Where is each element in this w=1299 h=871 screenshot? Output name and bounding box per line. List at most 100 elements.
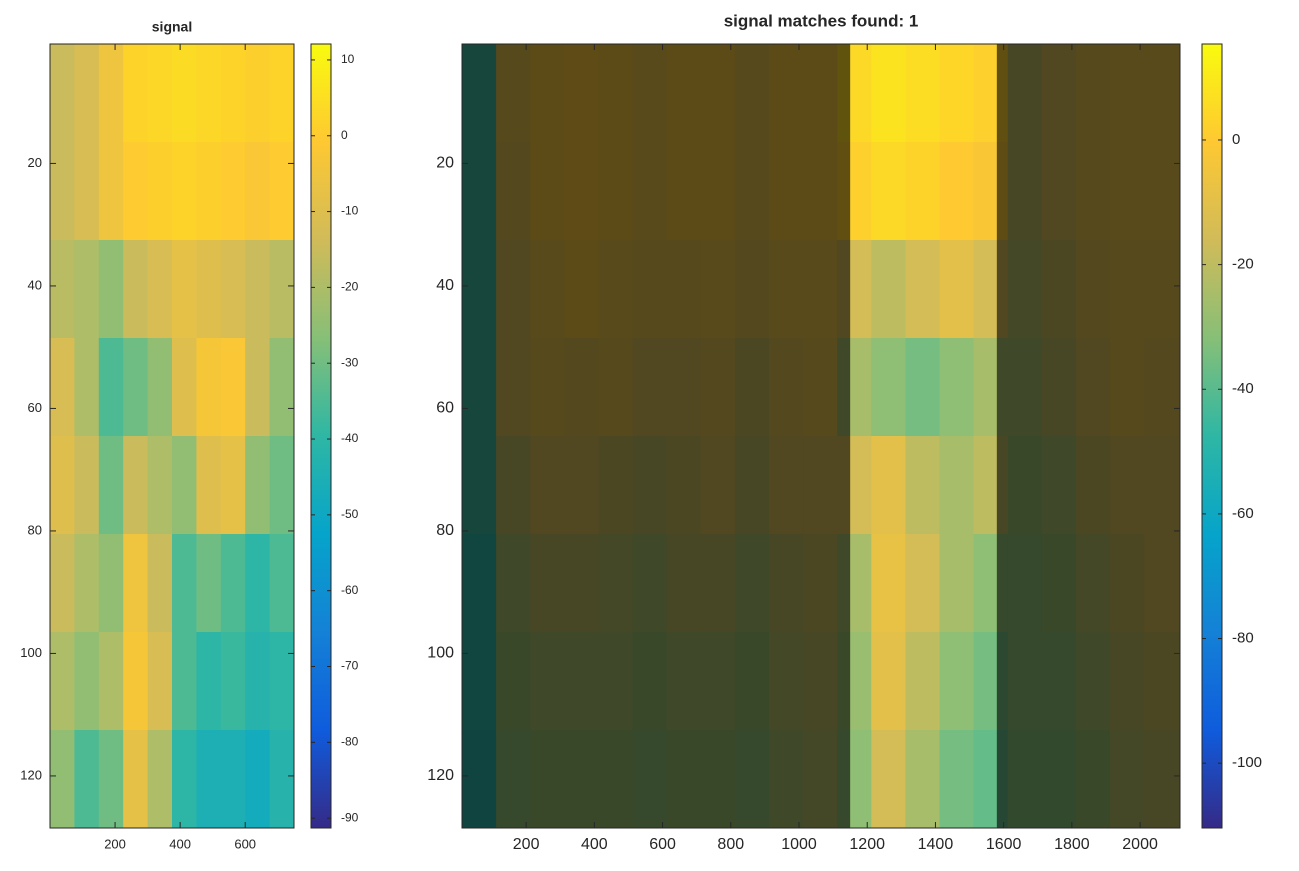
- heat-cell: [196, 534, 222, 633]
- heat-cell: [871, 44, 907, 143]
- heat-cell: [123, 44, 149, 143]
- heat-cell: [245, 240, 271, 339]
- heat-cell: [939, 534, 975, 633]
- heat-cell: [196, 338, 222, 437]
- heat-cell: [123, 240, 149, 339]
- heat-cell: [147, 44, 173, 143]
- x-tick-label: 2000: [1122, 836, 1158, 853]
- heat-cell: [147, 338, 173, 437]
- heat-cell: [98, 730, 124, 828]
- colorbar-tick-label: -30: [341, 355, 359, 369]
- x-tick-label: 1400: [918, 836, 954, 853]
- heat-cell: [939, 436, 975, 535]
- x-tick-label: 200: [513, 836, 540, 853]
- heat-cell: [245, 730, 271, 828]
- heat-cell: [905, 240, 941, 339]
- x-tick-label: 400: [169, 836, 191, 851]
- axes-box: [461, 43, 1181, 829]
- colorbar-tick-label: -90: [341, 810, 359, 824]
- y-tick-label: 60: [436, 400, 454, 417]
- heat-cell: [74, 534, 100, 633]
- heat-cell: [939, 240, 975, 339]
- heat-cell: [147, 240, 173, 339]
- chart-title: signal matches found: 1: [724, 11, 919, 30]
- heat-cell: [905, 142, 941, 241]
- colorbar-tick-label: -60: [1232, 505, 1254, 522]
- heat-cell: [871, 436, 907, 535]
- heat-cell: [98, 240, 124, 339]
- heat-cell: [74, 142, 100, 241]
- heat-cell: [50, 338, 75, 437]
- x-tick-label: 1000: [781, 836, 817, 853]
- colorbar-tick-label: -100: [1232, 754, 1262, 771]
- heat-cell: [123, 338, 149, 437]
- heat-cell: [905, 632, 941, 731]
- heat-cell: [220, 534, 246, 633]
- heat-cell: [939, 730, 975, 828]
- heat-cell: [50, 632, 75, 731]
- heat-cell: [123, 632, 149, 731]
- y-tick-label: 40: [436, 277, 454, 294]
- x-tick-label: 1200: [849, 836, 885, 853]
- x-tick-label: 600: [234, 836, 256, 851]
- y-tick-label: 100: [427, 645, 454, 662]
- heat-cell: [871, 534, 907, 633]
- colorbar-tick-label: 0: [341, 128, 348, 142]
- y-tick-label: 40: [28, 277, 42, 292]
- y-tick-label: 100: [20, 645, 42, 660]
- heat-cell: [172, 240, 197, 339]
- heat-cell: [245, 436, 271, 535]
- x-tick-label: 400: [581, 836, 608, 853]
- heat-cell: [939, 338, 975, 437]
- dim-overlay: [996, 44, 1180, 828]
- x-tick-label: 200: [104, 836, 126, 851]
- heat-cell: [172, 142, 197, 241]
- heat-cell: [172, 730, 197, 828]
- heat-cell: [147, 142, 173, 241]
- heat-cell: [269, 338, 294, 437]
- heat-cell: [74, 338, 100, 437]
- colorbar-tick-label: 0: [1232, 131, 1240, 148]
- heat-cell: [220, 730, 246, 828]
- heat-cell: [172, 436, 197, 535]
- heat-cell: [172, 632, 197, 731]
- x-tick-label: 800: [717, 836, 744, 853]
- heat-cell: [269, 632, 294, 731]
- heat-cell: [871, 632, 907, 731]
- y-tick-label: 60: [28, 400, 42, 415]
- heat-cell: [905, 338, 941, 437]
- colorbar-tick-label: -70: [341, 659, 359, 673]
- heat-cell: [172, 338, 197, 437]
- colorbar-tick-label: -80: [1232, 630, 1254, 647]
- heat-cell: [871, 338, 907, 437]
- colorbar: [310, 43, 332, 829]
- heat-cell: [74, 240, 100, 339]
- image: [50, 44, 294, 828]
- heat-cell: [74, 44, 100, 143]
- heat-cell: [147, 730, 173, 828]
- heat-cell: [172, 534, 197, 633]
- heat-cell: [245, 534, 271, 633]
- colorbar-tick-label: -50: [341, 507, 359, 521]
- colorbar-tick-label: -80: [341, 734, 359, 748]
- heat-cell: [98, 338, 124, 437]
- y-tick-label: 120: [427, 767, 454, 784]
- heat-cell: [939, 142, 975, 241]
- heat-cell: [245, 142, 271, 241]
- heat-cell: [123, 730, 149, 828]
- heat-cell: [269, 534, 294, 633]
- heat-cell: [871, 142, 907, 241]
- heat-cell: [220, 436, 246, 535]
- heat-cell: [123, 142, 149, 241]
- image: [462, 44, 1180, 828]
- heat-cell: [939, 44, 975, 143]
- x-tick-label: 1800: [1054, 836, 1090, 853]
- heat-cell: [269, 436, 294, 535]
- heat-cell: [245, 338, 271, 437]
- heat-cell: [269, 730, 294, 828]
- heat-cell: [123, 534, 149, 633]
- heat-cell: [196, 44, 222, 143]
- y-tick-label: 80: [28, 522, 42, 537]
- heat-cell: [939, 632, 975, 731]
